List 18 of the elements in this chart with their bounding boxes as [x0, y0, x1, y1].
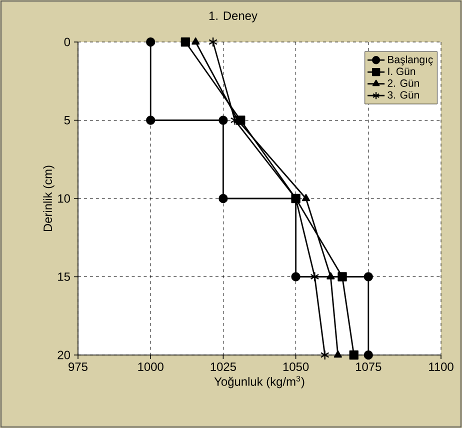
y-tick-label: 10	[58, 194, 70, 203]
chart-title: 1. Deney	[209, 12, 258, 22]
x-tick-label: 1100	[429, 362, 454, 371]
y-tick-label: 15	[58, 272, 70, 281]
legend-label: 3. Gün	[388, 91, 419, 99]
x-tick-label: 1025	[210, 362, 236, 371]
x-tick-label: 1075	[356, 362, 382, 371]
x-axis-title: Yoğunluk (kg/m$^{3}$)	[214, 376, 304, 388]
legend-label: Başlangıç	[388, 56, 433, 66]
x-tick-label: 1050	[283, 362, 309, 371]
legend-label: I. Gün	[388, 68, 416, 76]
y-tick-label: 20	[58, 350, 70, 360]
x-tick-label: 1000	[138, 362, 164, 371]
legend-label: 2. Gün	[388, 79, 419, 87]
y-tick-label: 0	[64, 38, 70, 46]
y-axis-title: Derinlik (cm)	[43, 166, 54, 232]
x-tick-label: 975	[68, 362, 88, 371]
y-tick-label: 5	[64, 116, 70, 124]
